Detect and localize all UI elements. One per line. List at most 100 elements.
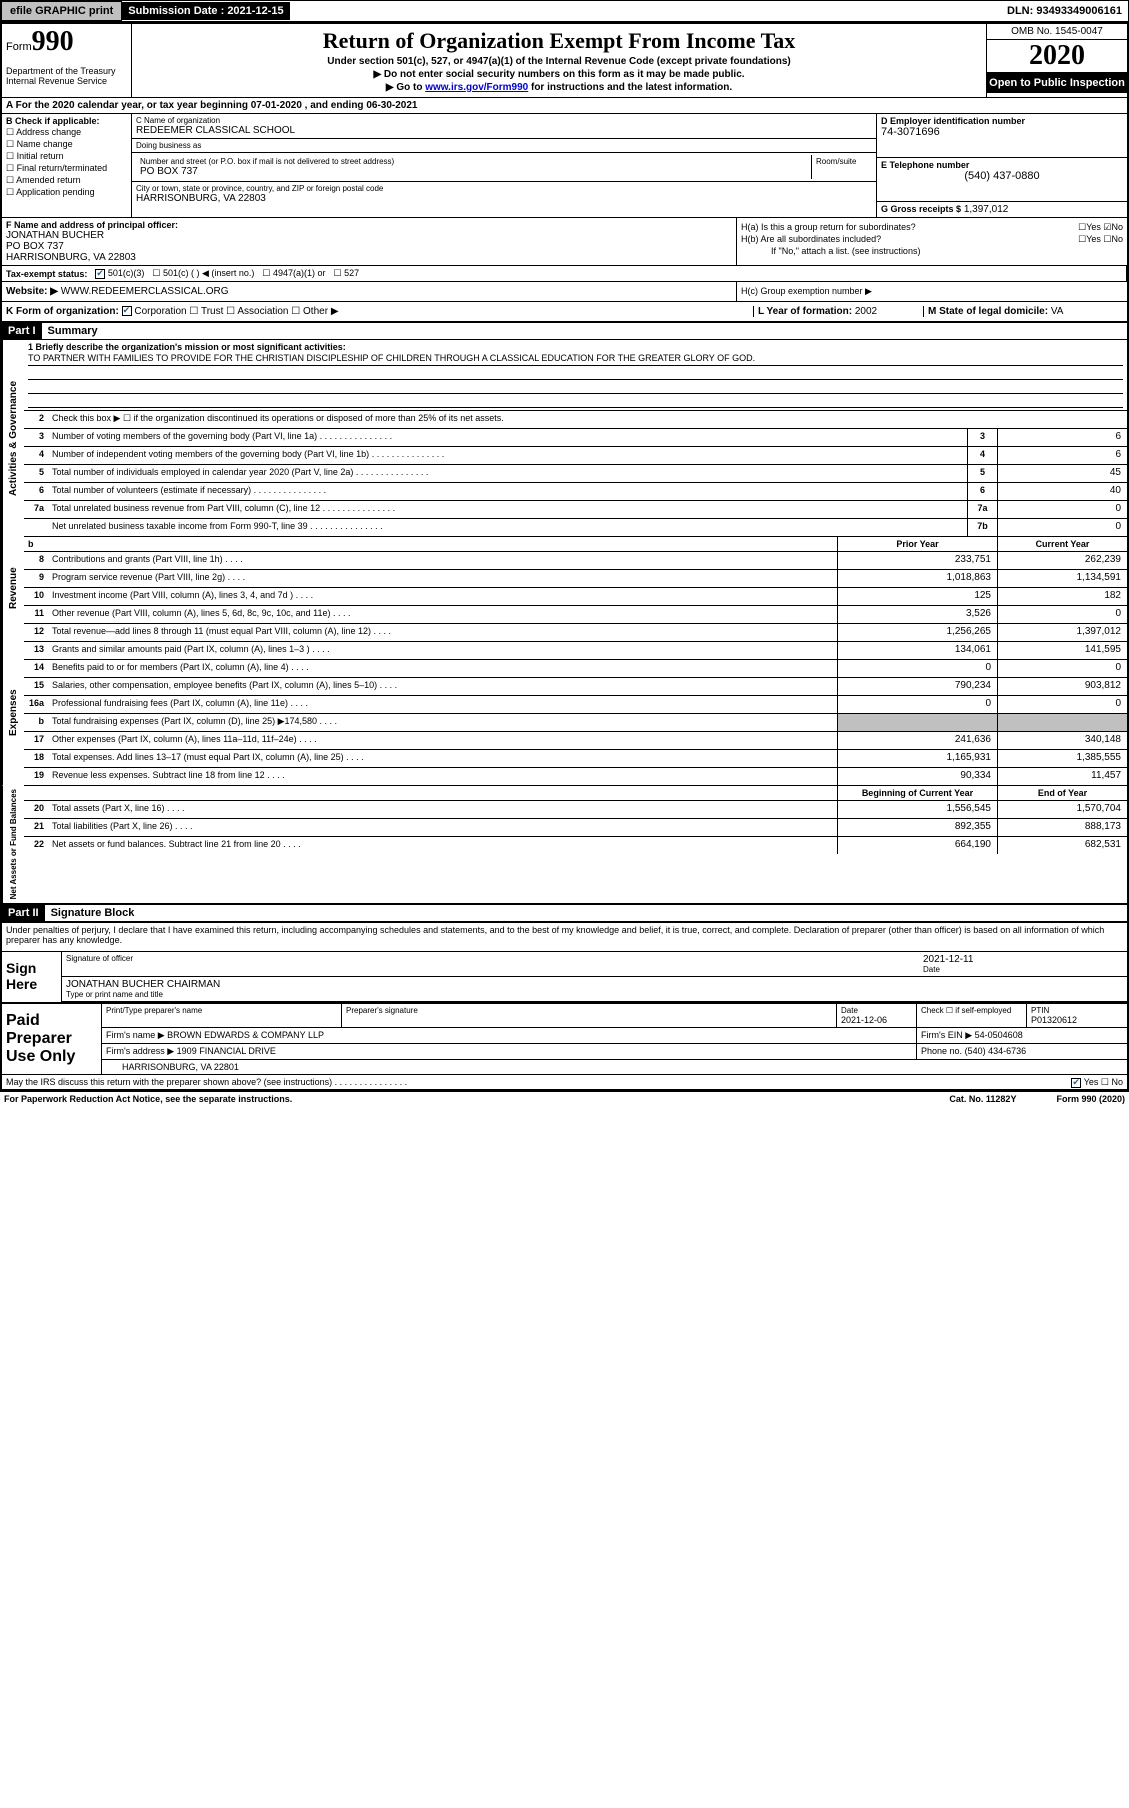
side-net-assets: Net Assets or Fund Balances bbox=[2, 785, 24, 903]
form-note1: ▶ Do not enter social security numbers o… bbox=[136, 69, 982, 80]
type-name-label: Type or print name and title bbox=[66, 990, 1123, 999]
side-activities-governance: Activities & Governance bbox=[2, 340, 24, 536]
website-value: WWW.REDEEMERCLASSICAL.ORG bbox=[61, 286, 229, 297]
part1-revenue: Revenue b Prior Year Current Year 8Contr… bbox=[2, 536, 1127, 641]
firm-name-label: Firm's name ▶ bbox=[106, 1030, 165, 1040]
summary-line: 5Total number of individuals employed in… bbox=[24, 464, 1127, 482]
firm-name: BROWN EDWARDS & COMPANY LLP bbox=[167, 1030, 324, 1040]
ptin-value: P01320612 bbox=[1031, 1015, 1123, 1025]
footer: For Paperwork Reduction Act Notice, see … bbox=[0, 1091, 1129, 1106]
summary-line: 8Contributions and grants (Part VIII, li… bbox=[24, 551, 1127, 569]
row-k-l-m: K Form of organization: Corporation ☐ Tr… bbox=[2, 301, 1127, 321]
website-hc-row: Website: ▶ WWW.REDEEMERCLASSICAL.ORG H(c… bbox=[2, 281, 1127, 301]
side-revenue: Revenue bbox=[2, 536, 24, 641]
chk-trust[interactable]: ☐ Trust bbox=[189, 306, 223, 317]
form-label: Form bbox=[6, 41, 32, 53]
chk-4947[interactable]: ☐ 4947(a)(1) or bbox=[262, 268, 325, 279]
chk-initial-return[interactable]: ☐ Initial return bbox=[6, 151, 127, 162]
chk-final-return[interactable]: ☐ Final return/terminated bbox=[6, 163, 127, 174]
summary-line: 9Program service revenue (Part VIII, lin… bbox=[24, 569, 1127, 587]
mission-blank3 bbox=[28, 394, 1123, 408]
form-title: Return of Organization Exempt From Incom… bbox=[136, 28, 982, 54]
city-label: City or town, state or province, country… bbox=[136, 184, 872, 193]
summary-line: 20Total assets (Part X, line 16) . . . .… bbox=[24, 800, 1127, 818]
begin-end-header: Beginning of Current Year End of Year bbox=[24, 785, 1127, 800]
part1-header: Part I bbox=[2, 323, 42, 339]
e-phone-label: E Telephone number bbox=[881, 160, 1123, 170]
summary-line: bTotal fundraising expenses (Part IX, co… bbox=[24, 713, 1127, 731]
sign-here-block: Sign Here Signature of officer 2021-12-1… bbox=[2, 951, 1127, 1002]
header-right: OMB No. 1545-0047 2020 Open to Public In… bbox=[987, 24, 1127, 97]
section-f-h: F Name and address of principal officer:… bbox=[2, 217, 1127, 265]
officer-name: JONATHAN BUCHER bbox=[6, 230, 732, 241]
firm-phone: (540) 434-6736 bbox=[965, 1046, 1027, 1056]
col-d-e-g: D Employer identification number 74-3071… bbox=[877, 114, 1127, 217]
prep-sig-label: Preparer's signature bbox=[346, 1006, 832, 1015]
chk-527[interactable]: ☐ 527 bbox=[334, 268, 360, 279]
chk-corporation[interactable]: Corporation bbox=[122, 306, 187, 317]
ptin-label: PTIN bbox=[1031, 1006, 1123, 1015]
officer-name-title: JONATHAN BUCHER CHAIRMAN bbox=[66, 979, 1123, 990]
title-cell: Return of Organization Exempt From Incom… bbox=[132, 24, 987, 97]
form-note2: ▶ Go to www.irs.gov/Form990 for instruct… bbox=[136, 82, 982, 93]
chk-other[interactable]: ☐ Other ▶ bbox=[291, 306, 338, 317]
footer-left: For Paperwork Reduction Act Notice, see … bbox=[4, 1094, 292, 1104]
chk-application-pending[interactable]: ☐ Application pending bbox=[6, 187, 127, 198]
summary-line: 6Total number of volunteers (estimate if… bbox=[24, 482, 1127, 500]
part1-expenses: Expenses 13Grants and similar amounts pa… bbox=[2, 641, 1127, 785]
summary-line: 10Investment income (Part VIII, column (… bbox=[24, 587, 1127, 605]
part2-header-row: Part II Signature Block bbox=[2, 903, 1127, 921]
hb-note: If "No," attach a list. (see instruction… bbox=[741, 246, 1123, 256]
side-expenses: Expenses bbox=[2, 641, 24, 785]
col-f-officer: F Name and address of principal officer:… bbox=[2, 218, 737, 265]
part1-net: Net Assets or Fund Balances Beginning of… bbox=[2, 785, 1127, 903]
part2-title: Signature Block bbox=[45, 905, 141, 921]
dba-label: Doing business as bbox=[136, 141, 872, 150]
f-label: F Name and address of principal officer: bbox=[6, 220, 732, 230]
form-number: 990 bbox=[32, 26, 74, 57]
ein-value: 74-3071696 bbox=[881, 126, 1123, 138]
website-row: Website: ▶ WWW.REDEEMERCLASSICAL.ORG bbox=[2, 282, 737, 301]
website-label: Website: ▶ bbox=[6, 286, 58, 297]
firm-addr2: HARRISONBURG, VA 22801 bbox=[102, 1060, 1127, 1074]
prep-name-label: Print/Type preparer's name bbox=[106, 1006, 337, 1015]
self-employed-check[interactable]: Check ☐ if self-employed bbox=[917, 1004, 1027, 1027]
end-year-header: End of Year bbox=[997, 786, 1127, 800]
discuss-yes-no[interactable]: Yes ☐ No bbox=[1071, 1077, 1123, 1088]
form-subtitle: Under section 501(c), 527, or 4947(a)(1)… bbox=[136, 56, 982, 67]
irs-link[interactable]: www.irs.gov/Form990 bbox=[425, 82, 528, 93]
chk-association[interactable]: ☐ Association bbox=[226, 306, 288, 317]
firm-ein-label: Firm's EIN ▶ bbox=[921, 1030, 972, 1040]
summary-line: 14Benefits paid to or for members (Part … bbox=[24, 659, 1127, 677]
form-id-cell: Form990 Department of the Treasury Inter… bbox=[2, 24, 132, 97]
part1-title: Summary bbox=[42, 323, 104, 339]
mission-label: 1 Briefly describe the organization's mi… bbox=[28, 342, 1123, 352]
col-c-name-address: C Name of organization REDEEMER CLASSICA… bbox=[132, 114, 877, 217]
prep-date-label: Date bbox=[841, 1006, 912, 1015]
summary-line: 7aTotal unrelated business revenue from … bbox=[24, 500, 1127, 518]
chk-name-change[interactable]: ☐ Name change bbox=[6, 139, 127, 150]
chk-501c3[interactable]: 501(c)(3) bbox=[95, 268, 144, 279]
footer-cat: Cat. No. 11282Y bbox=[949, 1094, 1016, 1104]
phone-value: (540) 437-0880 bbox=[881, 170, 1123, 182]
line2-text: Check this box ▶ ☐ if the organization d… bbox=[48, 411, 1127, 428]
signature-declaration: Under penalties of perjury, I declare th… bbox=[2, 921, 1127, 947]
c-name-label: C Name of organization bbox=[136, 116, 872, 125]
summary-line: 17Other expenses (Part IX, column (A), l… bbox=[24, 731, 1127, 749]
summary-line: Net unrelated business taxable income fr… bbox=[24, 518, 1127, 536]
col-h-group: H(a) Is this a group return for subordin… bbox=[737, 218, 1127, 265]
part2-header: Part II bbox=[2, 905, 45, 921]
summary-line: 3Number of voting members of the governi… bbox=[24, 428, 1127, 446]
summary-line: 11Other revenue (Part VIII, column (A), … bbox=[24, 605, 1127, 623]
note2-post: for instructions and the latest informat… bbox=[528, 82, 732, 93]
chk-amended-return[interactable]: ☐ Amended return bbox=[6, 175, 127, 186]
city-value: HARRISONBURG, VA 22803 bbox=[136, 193, 872, 204]
firm-ein: 54-0504608 bbox=[975, 1030, 1023, 1040]
chk-address-change[interactable]: ☐ Address change bbox=[6, 127, 127, 138]
summary-line: 4Number of independent voting members of… bbox=[24, 446, 1127, 464]
open-public-label: Open to Public Inspection bbox=[987, 73, 1127, 93]
summary-line: 15Salaries, other compensation, employee… bbox=[24, 677, 1127, 695]
chk-501c[interactable]: ☐ 501(c) ( ) ◀ (insert no.) bbox=[152, 268, 254, 279]
efile-print-button[interactable]: efile GRAPHIC print bbox=[1, 1, 122, 21]
summary-line: 22Net assets or fund balances. Subtract … bbox=[24, 836, 1127, 854]
